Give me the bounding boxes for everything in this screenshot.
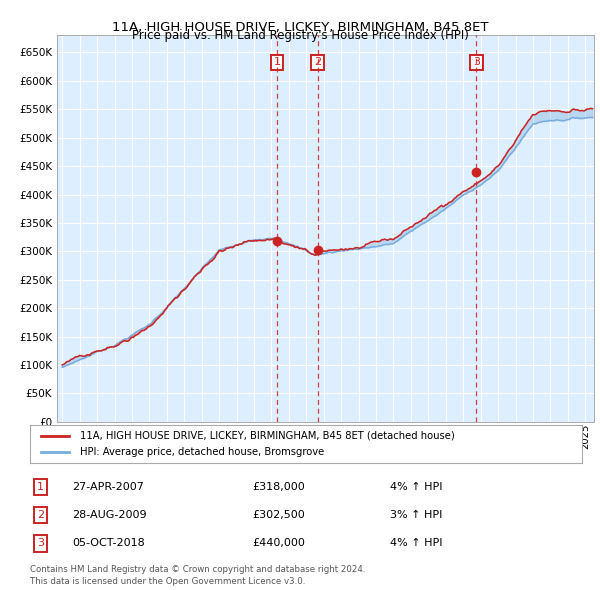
- Text: 3% ↑ HPI: 3% ↑ HPI: [390, 510, 442, 520]
- Text: 3: 3: [473, 57, 480, 67]
- Text: 11A, HIGH HOUSE DRIVE, LICKEY, BIRMINGHAM, B45 8ET: 11A, HIGH HOUSE DRIVE, LICKEY, BIRMINGHA…: [112, 21, 488, 34]
- Text: 28-AUG-2009: 28-AUG-2009: [72, 510, 146, 520]
- Text: 3: 3: [37, 539, 44, 548]
- Text: £440,000: £440,000: [252, 539, 305, 548]
- Text: HPI: Average price, detached house, Bromsgrove: HPI: Average price, detached house, Brom…: [80, 447, 324, 457]
- Text: 1: 1: [37, 482, 44, 491]
- Text: £318,000: £318,000: [252, 482, 305, 491]
- Text: 2: 2: [314, 57, 322, 67]
- Text: 4% ↑ HPI: 4% ↑ HPI: [390, 539, 443, 548]
- Text: Price paid vs. HM Land Registry's House Price Index (HPI): Price paid vs. HM Land Registry's House …: [131, 30, 469, 42]
- Text: 11A, HIGH HOUSE DRIVE, LICKEY, BIRMINGHAM, B45 8ET (detached house): 11A, HIGH HOUSE DRIVE, LICKEY, BIRMINGHA…: [80, 431, 454, 441]
- Text: 1: 1: [274, 57, 280, 67]
- Text: Contains HM Land Registry data © Crown copyright and database right 2024.: Contains HM Land Registry data © Crown c…: [30, 565, 365, 574]
- Text: 4% ↑ HPI: 4% ↑ HPI: [390, 482, 443, 491]
- Text: £302,500: £302,500: [252, 510, 305, 520]
- Text: 05-OCT-2018: 05-OCT-2018: [72, 539, 145, 548]
- Text: This data is licensed under the Open Government Licence v3.0.: This data is licensed under the Open Gov…: [30, 577, 305, 586]
- Text: 27-APR-2007: 27-APR-2007: [72, 482, 144, 491]
- Text: 2: 2: [37, 510, 44, 520]
